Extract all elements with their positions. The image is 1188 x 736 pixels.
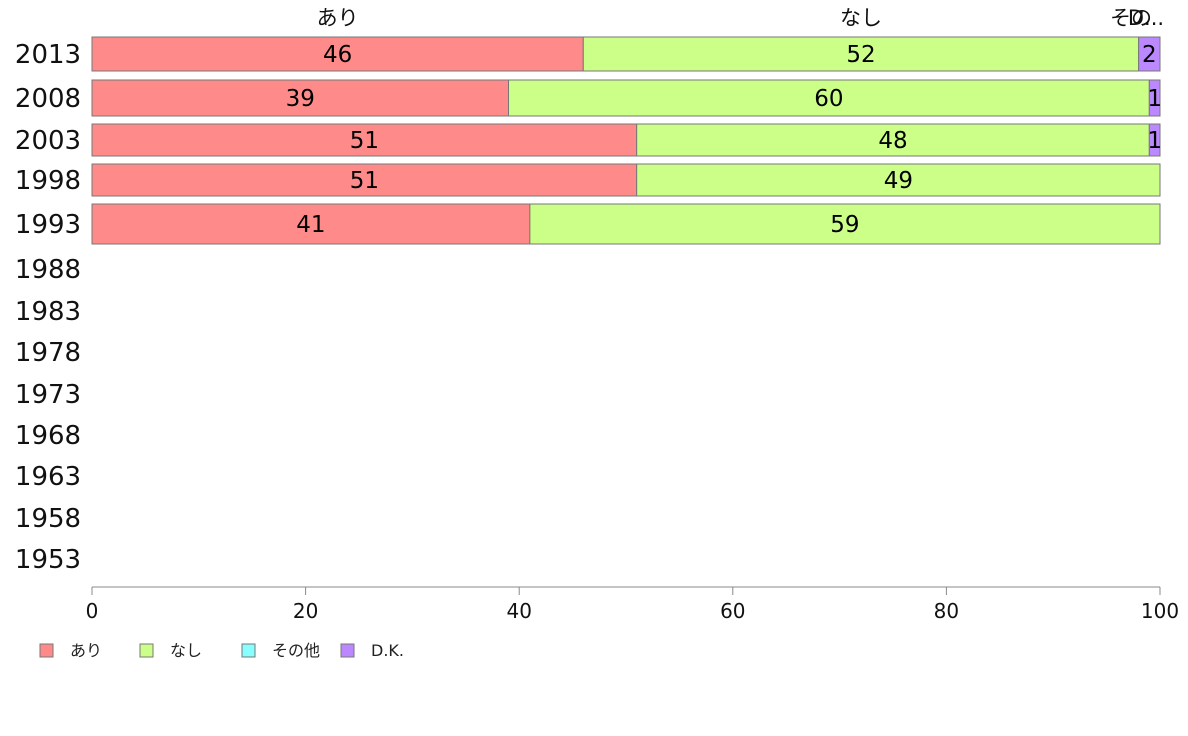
year-label-1988: 1988 <box>15 255 81 285</box>
bar-2008-series-1 <box>508 79 1150 117</box>
x-tick-label-0: 0 <box>86 599 99 623</box>
value-label-1993-series-0: 41 <box>296 212 325 238</box>
year-label-2003: 2003 <box>15 126 81 156</box>
value-label-1998-series-1: 49 <box>884 168 913 194</box>
x-axis: 0 20 40 60 80 100 <box>86 586 1179 623</box>
value-label-2013-series-1: 52 <box>846 42 875 68</box>
bar-2003-series-0 <box>91 123 638 157</box>
value-label-2013-series-3: 2 <box>1142 42 1157 68</box>
value-label-2008-series-1: 60 <box>814 86 843 112</box>
year-label-1968: 1968 <box>15 421 81 451</box>
value-label-2008-series-3: 1 <box>1147 86 1162 112</box>
bar-2003-series-3 <box>1148 123 1161 157</box>
bar-2013-series-1 <box>582 36 1140 72</box>
value-label-2003-series-0: 51 <box>350 128 379 154</box>
value-label-1993-series-1: 59 <box>830 212 859 238</box>
x-tick-label-60: 60 <box>720 599 745 623</box>
year-label-1998: 1998 <box>15 166 81 196</box>
bar-1998-series-1 <box>636 163 1161 197</box>
legend-swatch-series-1 <box>139 643 154 658</box>
year-label-1963: 1963 <box>15 462 81 492</box>
x-tick-label-100: 100 <box>1141 599 1179 623</box>
legend-swatch-series-0 <box>39 643 54 658</box>
value-label-2008-series-0: 39 <box>286 86 315 112</box>
legend-label-series-2: その他 <box>272 641 320 660</box>
top-label-series-3: D... <box>1128 6 1164 30</box>
legend-label-series-0: あり <box>70 641 102 660</box>
year-label-1978: 1978 <box>15 338 81 368</box>
bar-2008-series-3 <box>1148 79 1161 117</box>
value-label-1998-series-0: 51 <box>350 168 379 194</box>
top-label-series-2: その <box>1110 6 1152 30</box>
year-label-1958: 1958 <box>15 504 81 534</box>
x-tick-label-80: 80 <box>934 599 959 623</box>
bar-1993-series-1 <box>529 203 1161 245</box>
bar-2003-series-1 <box>636 123 1150 157</box>
year-label-1953: 1953 <box>15 545 81 575</box>
legend-label-series-1: なし <box>170 641 202 660</box>
x-tick-label-20: 20 <box>293 599 318 623</box>
legend-swatch-series-2 <box>241 643 256 658</box>
year-label-2008: 2008 <box>15 84 81 114</box>
top-label-series-1: なし <box>840 6 882 30</box>
year-label-2013: 2013 <box>15 40 81 70</box>
year-label-1983: 1983 <box>15 297 81 327</box>
bar-2013-series-0 <box>91 36 584 72</box>
value-label-2003-series-1: 48 <box>878 128 907 154</box>
x-tick-label-40: 40 <box>506 599 531 623</box>
year-label-1973: 1973 <box>15 380 81 410</box>
value-label-2013-series-0: 46 <box>323 42 352 68</box>
bar-1993-series-0 <box>91 203 531 245</box>
year-axis-labels: 2013 2008 2003 1998 1993 1988 1983 1978 1973 1968… <box>15 40 81 575</box>
value-label-2003-series-3: 1 <box>1147 128 1162 154</box>
legend-swatch-series-3 <box>340 643 355 658</box>
legend: あり なし その他 D.K. <box>39 641 404 660</box>
legend-label-series-3: D.K. <box>371 641 404 660</box>
top-category-labels: あり なし そのD... <box>317 6 1164 30</box>
bars-group: 46 52 2 39 60 1 51 48 1 51 49 41 59 <box>91 36 1162 245</box>
top-label-series-0: あり <box>317 6 359 30</box>
bar-2013-series-3 <box>1138 36 1161 72</box>
year-label-1993: 1993 <box>15 210 81 240</box>
